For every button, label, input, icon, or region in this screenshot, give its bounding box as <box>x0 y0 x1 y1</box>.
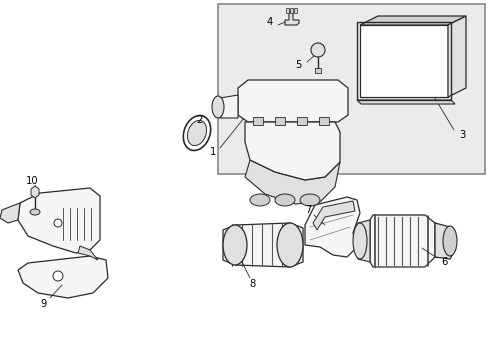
Polygon shape <box>216 95 238 118</box>
Polygon shape <box>223 223 303 267</box>
Bar <box>314 68 320 73</box>
Bar <box>289 8 292 13</box>
Ellipse shape <box>223 225 246 265</box>
Bar <box>274 117 285 125</box>
Bar <box>356 22 450 100</box>
Ellipse shape <box>30 209 40 215</box>
Polygon shape <box>244 122 339 180</box>
Ellipse shape <box>299 194 319 206</box>
Bar <box>318 117 328 125</box>
Polygon shape <box>434 223 454 259</box>
Ellipse shape <box>54 219 62 227</box>
Bar <box>252 117 263 125</box>
Ellipse shape <box>274 194 294 206</box>
Text: 3: 3 <box>458 130 464 140</box>
Polygon shape <box>78 246 98 260</box>
Bar <box>218 4 484 174</box>
Text: 7: 7 <box>304 205 310 215</box>
Polygon shape <box>244 160 339 204</box>
Text: 5: 5 <box>294 60 301 70</box>
Ellipse shape <box>53 271 63 281</box>
Polygon shape <box>359 16 465 25</box>
Bar <box>359 25 447 97</box>
Text: 1: 1 <box>209 147 216 157</box>
Ellipse shape <box>310 43 325 57</box>
Bar <box>293 8 296 13</box>
Polygon shape <box>0 203 20 223</box>
Polygon shape <box>285 12 298 25</box>
Polygon shape <box>356 100 454 104</box>
Polygon shape <box>238 80 347 122</box>
Ellipse shape <box>212 96 224 118</box>
Text: 4: 4 <box>266 17 273 27</box>
Polygon shape <box>447 16 465 97</box>
Polygon shape <box>18 256 108 298</box>
Bar <box>285 8 288 13</box>
Ellipse shape <box>276 223 303 267</box>
Polygon shape <box>357 220 369 262</box>
Text: 2: 2 <box>195 115 202 125</box>
Text: 10: 10 <box>26 176 38 186</box>
Ellipse shape <box>187 120 206 145</box>
Polygon shape <box>369 215 434 267</box>
Polygon shape <box>312 201 354 230</box>
Ellipse shape <box>442 226 456 256</box>
Polygon shape <box>305 197 359 257</box>
Polygon shape <box>18 188 100 253</box>
Ellipse shape <box>249 194 269 206</box>
Text: 8: 8 <box>248 279 255 289</box>
Text: 9: 9 <box>41 299 47 309</box>
Bar <box>296 117 306 125</box>
Text: 6: 6 <box>440 257 446 267</box>
Ellipse shape <box>352 223 366 259</box>
Polygon shape <box>31 186 39 198</box>
